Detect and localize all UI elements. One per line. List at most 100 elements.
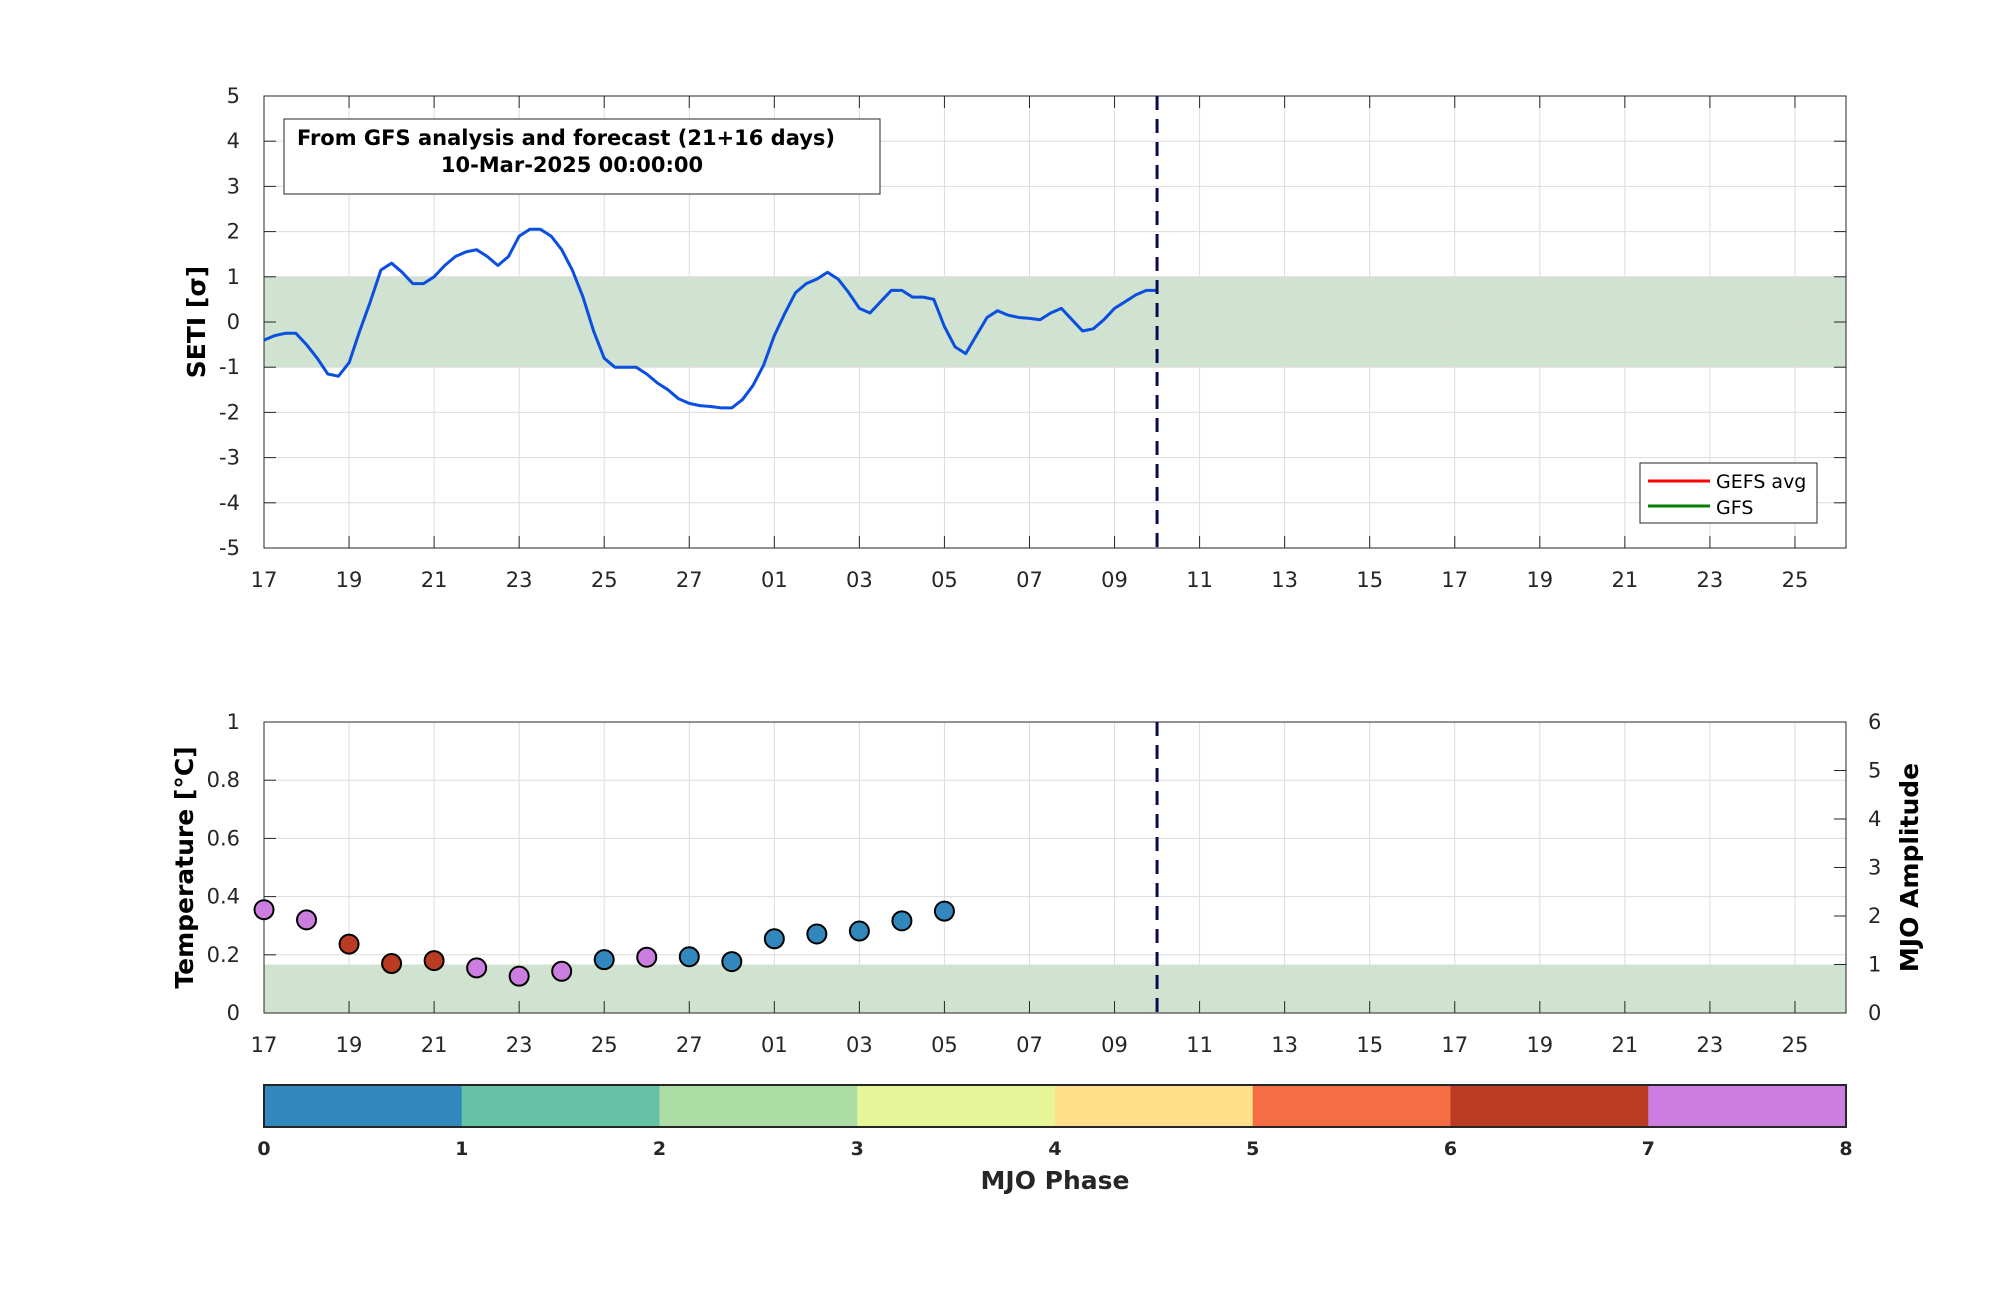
colorbar-swatch	[461, 1085, 660, 1127]
mjo-point	[593, 949, 615, 971]
amplitude-tick-labels: 6 5 4 3 2 1 0	[1868, 710, 1881, 1025]
legend-label-gfs: GFS	[1716, 497, 1753, 519]
colorbar-tick-label: 7	[1642, 1138, 1655, 1160]
x-tick-label: 05	[931, 1033, 958, 1057]
colorbar-tick-label: 5	[1246, 1138, 1259, 1160]
x-tick-label: 03	[846, 1033, 873, 1057]
colorbar-swatch	[1252, 1085, 1451, 1127]
x-tick-label: 05	[931, 568, 958, 592]
annotation-frame	[283, 118, 881, 195]
x-tick-label: 17	[251, 568, 278, 592]
x-tick-label: 19	[1526, 568, 1553, 592]
mjo-point	[423, 950, 445, 972]
x-tick-label: 07	[1016, 1033, 1043, 1057]
x-tick-label: 13	[1271, 568, 1298, 592]
y-tick-label: -1	[219, 355, 240, 379]
x-tick-label: 15	[1356, 568, 1383, 592]
y-tick-label: -4	[219, 491, 240, 515]
colorbar-tick-label: 4	[1048, 1138, 1061, 1160]
amplitude-tick-label: 2	[1868, 904, 1881, 928]
colorbar-tick-label: 2	[653, 1138, 666, 1160]
mjo-point	[296, 909, 318, 931]
x-tick-label: 23	[1697, 1033, 1724, 1057]
mjo-point	[381, 953, 403, 975]
mjo-points	[253, 899, 955, 987]
y-tick-label: 5	[227, 84, 240, 108]
annotation-line-1: From GFS analysis and forecast (21+16 da…	[297, 126, 835, 150]
x-tick-label: 11	[1186, 1033, 1213, 1057]
y-tick-label: 4	[227, 129, 240, 153]
colorbar-tick-labels: 0 1 2 3 4 5 6 7 8	[257, 1138, 1852, 1160]
x-tick-label: 19	[336, 568, 363, 592]
colorbar-swatch	[659, 1085, 858, 1127]
mjo-point	[678, 946, 700, 968]
y-tick-label: 2	[227, 220, 240, 244]
colorbar-tick-label: 1	[455, 1138, 468, 1160]
seti-y-axis-label: SETI [σ]	[182, 266, 211, 378]
y-tick-label: -2	[219, 400, 240, 424]
x-tick-label: 25	[1782, 568, 1809, 592]
legend-frame	[1639, 462, 1818, 524]
x-tick-label: 15	[1356, 1033, 1383, 1057]
y-tick-label: 0	[227, 310, 240, 334]
amplitude-tick-label: 6	[1868, 710, 1881, 734]
x-tick-label: 09	[1101, 568, 1128, 592]
amplitude-tick-label: 4	[1868, 807, 1881, 831]
x-tick-label: 21	[1611, 1033, 1638, 1057]
amplitude-band	[264, 964, 1846, 1013]
colorbar-swatch	[264, 1085, 463, 1127]
x-tick-label: 17	[251, 1033, 278, 1057]
x-tick-label: 13	[1271, 1033, 1298, 1057]
colorbar-tick-label: 3	[851, 1138, 864, 1160]
mjo-phase-colorbar: 0 1 2 3 4 5 6 7 8 MJO Phase	[257, 1084, 1853, 1195]
mjo-point	[806, 923, 828, 945]
x-tick-label: 23	[506, 568, 533, 592]
mjo-point	[848, 920, 870, 942]
x-tick-label: 25	[1782, 1033, 1809, 1057]
colorbar-frame	[263, 1084, 1847, 1128]
amplitude-tick-label: 3	[1868, 856, 1881, 880]
x-tick-label: 21	[421, 1033, 448, 1057]
mjo-x-tick-labels: 17 19 21 23 25 27 01 03 05 07 09 11 13 15 17 19 21 23 25	[251, 1033, 1809, 1057]
temperature-tick-label: 0	[227, 1001, 240, 1025]
x-tick-label: 17	[1441, 568, 1468, 592]
colorbar-label: MJO Phase	[981, 1166, 1130, 1195]
x-tick-label: 23	[506, 1033, 533, 1057]
mjo-point	[636, 946, 658, 968]
seti-tick-marks	[263, 95, 1846, 549]
mjo-point	[466, 957, 488, 979]
temperature-tick-label: 1	[227, 710, 240, 734]
seti-y-tick-labels: 5 4 3 2 1 0 -1 -2 -3 -4 -5	[219, 84, 240, 560]
amplitude-tick-label: 1	[1868, 953, 1881, 977]
mjo-point	[763, 928, 785, 950]
y-tick-label: -3	[219, 446, 240, 470]
annotation-box: From GFS analysis and forecast (21+16 da…	[283, 118, 881, 195]
x-tick-label: 07	[1016, 568, 1043, 592]
seti-x-tick-labels: 17 19 21 23 25 27 01 03 05 07 09 11 13 15 17 19 21 23 25	[251, 568, 1809, 592]
colorbar-swatch	[1450, 1085, 1649, 1127]
temperature-axis-label: Temperature [°C]	[170, 746, 199, 988]
mjo-point	[508, 965, 530, 987]
colorbar-tick-label: 8	[1839, 1138, 1852, 1160]
x-tick-label: 09	[1101, 1033, 1128, 1057]
annotation-line-2: 10-Mar-2025 00:00:00	[441, 153, 703, 177]
mjo-point	[891, 910, 913, 932]
legend: GEFS avg GFS	[1639, 462, 1818, 524]
colorbar-tick-label: 0	[257, 1138, 270, 1160]
amplitude-tick-label: 5	[1868, 759, 1881, 783]
y-tick-label: 1	[227, 265, 240, 289]
colorbar-tick-label: 6	[1444, 1138, 1457, 1160]
mjo-point	[253, 899, 275, 921]
y-tick-label: 3	[227, 174, 240, 198]
mjo-point	[551, 960, 573, 982]
amplitude-axis-label: MJO Amplitude	[1895, 763, 1924, 972]
mjo-point	[933, 900, 955, 922]
colorbar-swatch	[1055, 1085, 1254, 1127]
x-tick-label: 11	[1186, 568, 1213, 592]
y-tick-label: -5	[219, 536, 240, 560]
colorbar-swatches	[264, 1085, 1847, 1127]
x-tick-label: 01	[761, 1033, 788, 1057]
